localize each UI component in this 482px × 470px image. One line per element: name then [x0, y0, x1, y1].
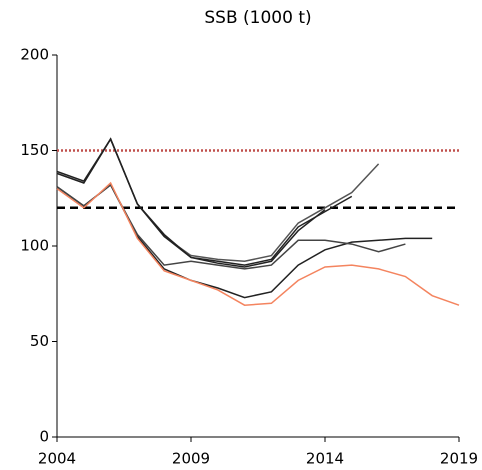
y-tick-label: 150: [20, 141, 49, 159]
x-tick-label: 2009: [172, 450, 210, 468]
y-tick-label: 0: [39, 428, 49, 446]
y-tick-label: 200: [20, 46, 49, 64]
y-tick-label: 100: [20, 237, 49, 255]
series-line: [56, 183, 406, 270]
x-tick-label: 2019: [440, 450, 478, 468]
series-line: [56, 183, 433, 299]
series-line: [56, 181, 460, 306]
x-tick-label: 2014: [306, 450, 344, 468]
chart-title: SSB (1000 t): [204, 8, 311, 28]
y-tick-label: 50: [30, 332, 49, 350]
series-line: [56, 137, 326, 268]
series-line: [56, 137, 380, 263]
series-line: [56, 137, 353, 266]
x-tick-label: 2004: [38, 450, 76, 468]
